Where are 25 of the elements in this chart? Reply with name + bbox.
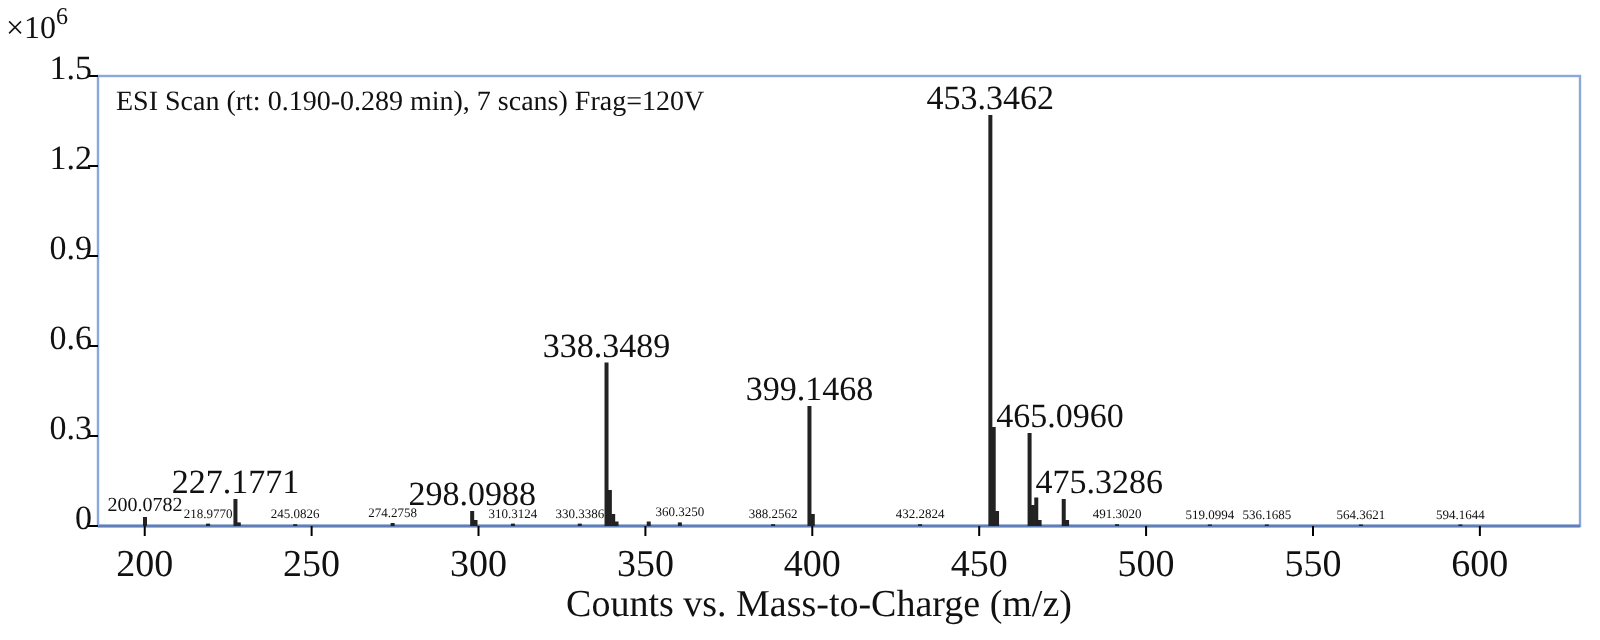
chart-title: ESI Scan (rt: 0.190-0.289 min), 7 scans) Frag=120V [116,88,705,118]
x-tick-label: 300 [450,544,508,587]
annotation: 227.1771 [171,463,300,501]
x-tick-label: 250 [283,544,341,587]
y-tick-label: 0.9 [49,229,92,268]
x-tick-label: 550 [1284,544,1342,587]
annotation: 399.1468 [745,370,874,408]
y-tick-label: 1.5 [49,49,92,88]
y-tick-label: 0.6 [49,319,92,358]
x-tick-label: 400 [783,544,841,587]
y-axis-title: ×10$^{6}$ [6,2,69,46]
x-tick-label: 350 [616,544,674,587]
x-axis-title: Counts vs. Mass-to-Charge (m/z) [566,584,1072,626]
annotation: 475.3286 [1035,463,1164,501]
y-tick-label: 0.3 [49,409,92,448]
annotation: 200.0782 [107,495,183,517]
x-tick-label: 450 [950,544,1008,587]
annotation: 338.3489 [542,326,671,365]
x-tick-label: 500 [1117,544,1175,587]
x-tick-label: 200 [116,544,174,587]
x-tick-label: 600 [1451,544,1509,587]
y-tick-label: 1.2 [49,139,92,178]
annotation: 465.0960 [996,397,1124,435]
annotation: 453.3462 [926,79,1055,117]
y-tick-label: 0 [75,499,92,538]
